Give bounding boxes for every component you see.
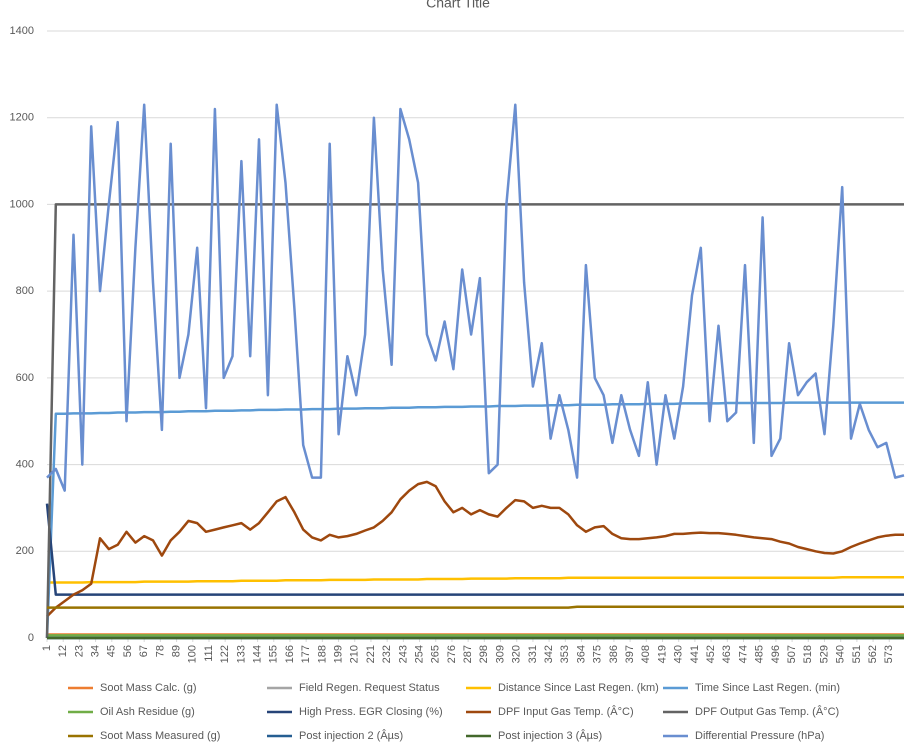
x-tick-label: 551 (851, 645, 863, 663)
x-tick-label: 155 (268, 645, 280, 663)
y-tick-label: 200 (16, 545, 34, 557)
x-tick-label: 12 (57, 645, 69, 657)
x-tick-label: 298 (478, 645, 490, 663)
y-tick-label: 1400 (10, 25, 34, 37)
legend-label: Field Regen. Request Status (299, 682, 440, 694)
x-tick-label: 232 (381, 645, 393, 663)
x-tick-label: 1 (41, 645, 53, 651)
legend-label: Differential Pressure (hPa) (695, 730, 824, 742)
x-tick-label: 540 (835, 645, 847, 663)
x-tick-label: 452 (705, 645, 717, 663)
x-tick-label: 386 (608, 645, 620, 663)
x-tick-label: 243 (397, 645, 409, 663)
x-tick-label: 111 (203, 645, 215, 662)
x-tick-label: 89 (170, 645, 182, 657)
x-tick-label: 254 (413, 645, 425, 663)
x-tick-label: 496 (770, 645, 782, 663)
legend-label: DPF Output Gas Temp. (Â°C) (695, 705, 839, 718)
series-line (47, 576, 904, 584)
x-tick-label: 419 (656, 645, 668, 663)
x-tick-label: 463 (721, 645, 733, 663)
legend-label: Soot Mass Measured (g) (100, 730, 220, 742)
legend-label: DPF Input Gas Temp. (Â°C) (498, 705, 634, 718)
legend-label: Soot Mass Calc. (g) (100, 682, 197, 694)
x-tick-label: 265 (430, 645, 442, 663)
x-tick-label: 375 (592, 645, 604, 663)
x-tick-label: 144 (251, 645, 263, 663)
x-tick-label: 441 (689, 645, 701, 663)
series-line (46, 103, 905, 492)
x-tick-label: 331 (527, 645, 539, 663)
series-line (46, 480, 904, 618)
x-tick-label: 529 (818, 645, 830, 663)
y-tick-label: 0 (28, 632, 34, 644)
x-tick-label: 474 (737, 645, 749, 663)
x-tick-label: 56 (122, 645, 134, 657)
x-tick-label: 210 (349, 645, 361, 663)
series-line (45, 401, 904, 639)
x-tick-label: 177 (300, 645, 312, 663)
x-tick-label: 309 (494, 645, 506, 663)
y-tick-label: 1200 (10, 112, 34, 124)
x-tick-label: 364 (575, 645, 587, 663)
y-tick-label: 600 (16, 372, 34, 384)
x-tick-label: 78 (154, 645, 166, 657)
x-tick-label: 188 (316, 645, 328, 663)
x-tick-label: 276 (446, 645, 458, 663)
chart-title: Chart Title (426, 0, 490, 11)
x-tick-label: 45 (106, 645, 118, 657)
legend-label: Distance Since Last Regen. (km) (498, 682, 659, 694)
legend-label: Post injection 2 (Âµs) (299, 729, 403, 742)
y-tick-label: 800 (16, 285, 34, 297)
legend-label: High Press. EGR Closing (%) (299, 706, 443, 718)
x-tick-label: 507 (786, 645, 798, 663)
legend-label: Time Since Last Regen. (min) (695, 682, 840, 694)
x-tick-label: 67 (138, 645, 150, 657)
x-tick-label: 430 (673, 645, 685, 663)
x-tick-label: 342 (543, 645, 555, 663)
x-tick-label: 353 (559, 645, 571, 663)
x-tick-label: 23 (73, 645, 85, 657)
x-tick-label: 408 (640, 645, 652, 663)
x-tick-label: 122 (219, 645, 231, 663)
x-tick-label: 320 (511, 645, 523, 663)
legend-label: Post injection 3 (Âµs) (498, 729, 602, 742)
x-tick-label: 166 (284, 645, 296, 663)
x-tick-label: 485 (754, 645, 766, 663)
x-tick-label: 518 (802, 645, 814, 663)
x-tick-label: 221 (365, 645, 377, 663)
x-tick-label: 133 (235, 645, 247, 663)
x-tick-label: 199 (332, 645, 344, 663)
x-tick-label: 397 (624, 645, 636, 663)
x-tick-label: 100 (187, 645, 199, 663)
series-line (45, 203, 904, 639)
x-tick-label: 287 (462, 645, 474, 663)
y-tick-label: 1000 (10, 198, 34, 210)
y-tick-label: 400 (16, 458, 34, 470)
x-tick-label: 573 (883, 645, 895, 663)
series-line (45, 503, 904, 596)
series-line (47, 605, 904, 609)
legend-label: Oil Ash Residue (g) (100, 706, 195, 718)
x-tick-label: 34 (89, 645, 101, 657)
x-tick-label: 562 (867, 645, 879, 663)
